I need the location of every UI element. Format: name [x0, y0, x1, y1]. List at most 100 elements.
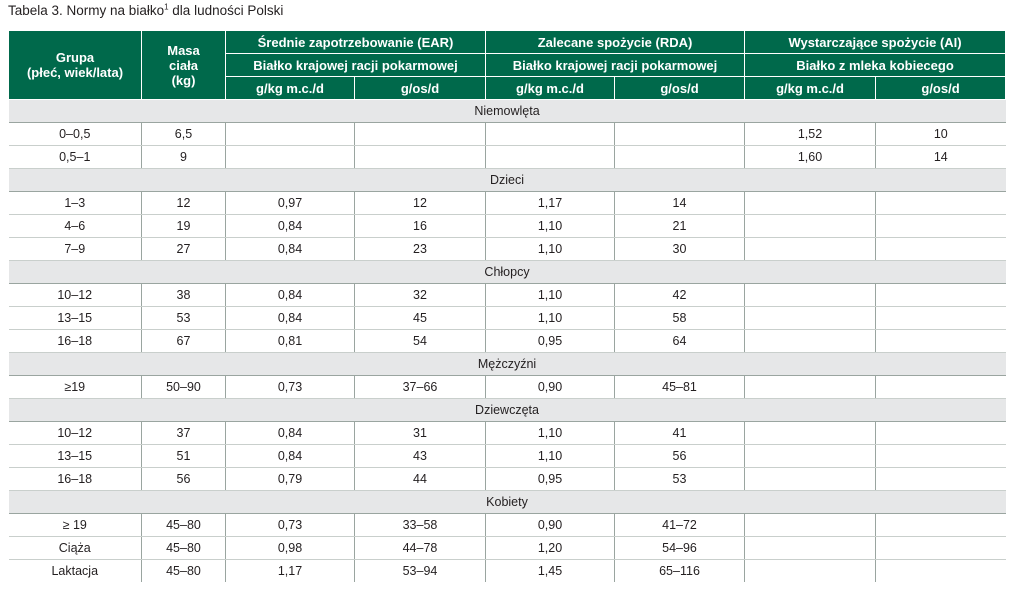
- table-cell: 0,98: [225, 536, 355, 560]
- table-cell: 45–80: [141, 513, 226, 537]
- table-row: 10–12 37 0,84 31 1,10 41: [8, 421, 1006, 445]
- table-cell: 14: [614, 191, 746, 215]
- table-cell: 13–15: [8, 306, 142, 330]
- section-row: Chłopcy: [8, 260, 1006, 284]
- table-cell: 0,90: [485, 375, 615, 399]
- table-cell: 31: [354, 421, 486, 445]
- table-cell: [614, 122, 746, 146]
- table-cell: 21: [614, 214, 746, 238]
- section-row: Mężczyźni: [8, 352, 1006, 376]
- table-cell: [485, 145, 615, 169]
- table-cell: 0–0,5: [8, 122, 142, 146]
- table-cell: 54–96: [614, 536, 746, 560]
- table-cell: 16–18: [8, 467, 142, 491]
- table-cell: [744, 306, 877, 330]
- header-ai: Wystarczające spożycie (AI): [744, 30, 1007, 54]
- table-cell: 45–80: [141, 536, 226, 560]
- table-cell: 0,84: [225, 283, 355, 307]
- table-cell: 43: [354, 444, 486, 468]
- table-cell: 1,20: [485, 536, 615, 560]
- section-title: Kobiety: [8, 490, 1006, 514]
- table-cell: 45: [354, 306, 486, 330]
- table-cell: 0,90: [485, 513, 615, 537]
- header-ear-source: Białko krajowej racji pokarmowej: [225, 53, 486, 77]
- table-cell: 10–12: [8, 283, 142, 307]
- header-ear: Średnie zapotrzebowanie (EAR): [225, 30, 486, 54]
- table-cell: 33–58: [354, 513, 486, 537]
- caption-suffix: dla ludności Polski: [168, 3, 284, 18]
- header-mass-sub: ciała: [169, 57, 198, 73]
- table-cell: 1,17: [485, 191, 615, 215]
- table-row: ≥ 19 45–80 0,73 33–58 0,90 41–72: [8, 513, 1006, 537]
- table-cell: 51: [141, 444, 226, 468]
- table-cell: 42: [614, 283, 746, 307]
- table-cell: [875, 214, 1006, 238]
- table-cell: 0,84: [225, 444, 355, 468]
- table-cell: 0,81: [225, 329, 355, 353]
- table-cell: 1,10: [485, 444, 615, 468]
- table-cell: 13–15: [8, 444, 142, 468]
- table-cell: [875, 536, 1006, 560]
- table-cell: 58: [614, 306, 746, 330]
- header-unit-rda-kg: g/kg m.c./d: [485, 76, 615, 100]
- table-cell: 10–12: [8, 421, 142, 445]
- table-row: Laktacja 45–80 1,17 53–94 1,45 65–116: [8, 559, 1006, 583]
- table-cell: 41: [614, 421, 746, 445]
- table-cell: 0,95: [485, 467, 615, 491]
- table-cell: [875, 375, 1006, 399]
- table-cell: 12: [354, 191, 486, 215]
- table-cell: 16–18: [8, 329, 142, 353]
- section-title: Mężczyźni: [8, 352, 1006, 376]
- table-cell: [875, 191, 1006, 215]
- table-cell: 19: [141, 214, 226, 238]
- section-row: Niemowlęta: [8, 99, 1006, 123]
- table-cell: 54: [354, 329, 486, 353]
- table-cell: ≥19: [8, 375, 142, 399]
- table-cell: 9: [141, 145, 226, 169]
- table-cell: 44: [354, 467, 486, 491]
- table-cell: 1,17: [225, 559, 355, 582]
- table-cell: 32: [354, 283, 486, 307]
- header-unit-ear-kg: g/kg m.c./d: [225, 76, 355, 100]
- table-cell: 1–3: [8, 191, 142, 215]
- table-row: 4–6 19 0,84 16 1,10 21: [8, 214, 1006, 238]
- table-cell: 53: [614, 467, 746, 491]
- table-cell: [354, 122, 486, 146]
- header-rda: Zalecane spożycie (RDA): [484, 30, 746, 54]
- table-cell: 4–6: [8, 214, 142, 238]
- caption-footnote-mark: 1: [164, 2, 169, 12]
- header-rda-source: Białko krajowej racji pokarmowej: [484, 53, 746, 77]
- table-row: 0,5–1 9 1,60 14: [8, 145, 1006, 169]
- header-unit-ai-os: g/os/d: [875, 76, 1007, 100]
- table-cell: 1,10: [485, 283, 615, 307]
- table-cell: 56: [614, 444, 746, 468]
- table-cell: 0,73: [225, 375, 355, 399]
- table-cell: 1,60: [744, 145, 877, 169]
- table-cell: [875, 306, 1006, 330]
- table-cell: 7–9: [8, 237, 142, 261]
- table-cell: 45–80: [141, 559, 226, 582]
- section-title: Dziewczęta: [8, 398, 1006, 422]
- table-cell: Laktacja: [8, 559, 142, 582]
- table-cell: [875, 283, 1006, 307]
- table-cell: [875, 421, 1006, 445]
- header-ai-source: Białko z mleka kobiecego: [744, 53, 1007, 77]
- table-cell: [875, 329, 1006, 353]
- table-cell: 14: [875, 145, 1006, 169]
- table-cell: 45–81: [614, 375, 746, 399]
- table-row: 13–15 51 0,84 43 1,10 56: [8, 444, 1006, 468]
- table-cell: [744, 467, 877, 491]
- table-cell: [744, 513, 877, 537]
- table-cell: [744, 191, 877, 215]
- table-cell: 41–72: [614, 513, 746, 537]
- header-body-mass: Masa ciała (kg): [141, 30, 226, 100]
- table-cell: 1,10: [485, 421, 615, 445]
- table-cell: [744, 214, 877, 238]
- table-cell: 53–94: [354, 559, 486, 582]
- table-cell: [744, 375, 877, 399]
- table-cell: 0,95: [485, 329, 615, 353]
- table-cell: [876, 560, 1006, 583]
- section-title: Chłopcy: [8, 260, 1006, 284]
- table-cell: [744, 536, 877, 560]
- table-cell: [225, 145, 355, 169]
